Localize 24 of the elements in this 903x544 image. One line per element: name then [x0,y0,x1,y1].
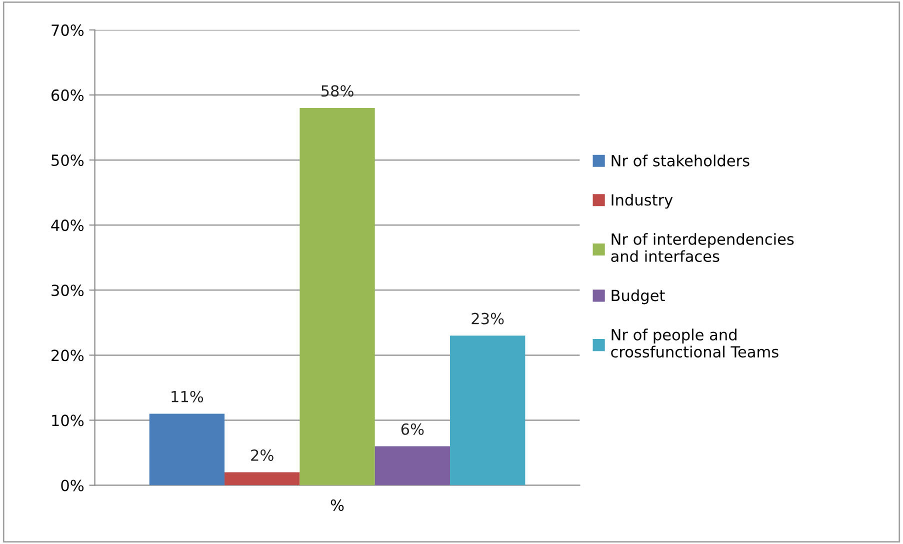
y-tick-label: 40% [51,220,84,232]
data-label: 6% [401,423,424,435]
y-tick-label: 60% [52,89,84,101]
y-tick-label: 50% [52,154,84,166]
data-label: 11% [172,390,204,402]
legend-label: Nr of stakeholders [612,154,750,166]
y-tick-label: 70% [52,24,84,36]
bar [224,472,300,486]
legend-label: Industry [612,194,673,209]
y-tick-label: 10% [52,414,84,426]
y-tick-label: 30% [52,284,84,296]
bar [374,446,450,486]
bar [149,414,225,486]
data-label: 2% [251,449,274,461]
y-tick-label: 0% [61,480,84,492]
x-tick-label: % [330,499,344,511]
data-label: 23% [472,312,504,324]
data-label: 58% [321,85,354,97]
legend-label: Nr of interdependencies and interfaces [611,233,794,262]
bar [300,108,375,486]
y-tick-label: 20% [52,350,84,362]
legend-label: Nr of people and crossfunctional Teams [611,328,778,358]
legend-label: Budget [612,289,665,304]
bar [450,336,526,486]
